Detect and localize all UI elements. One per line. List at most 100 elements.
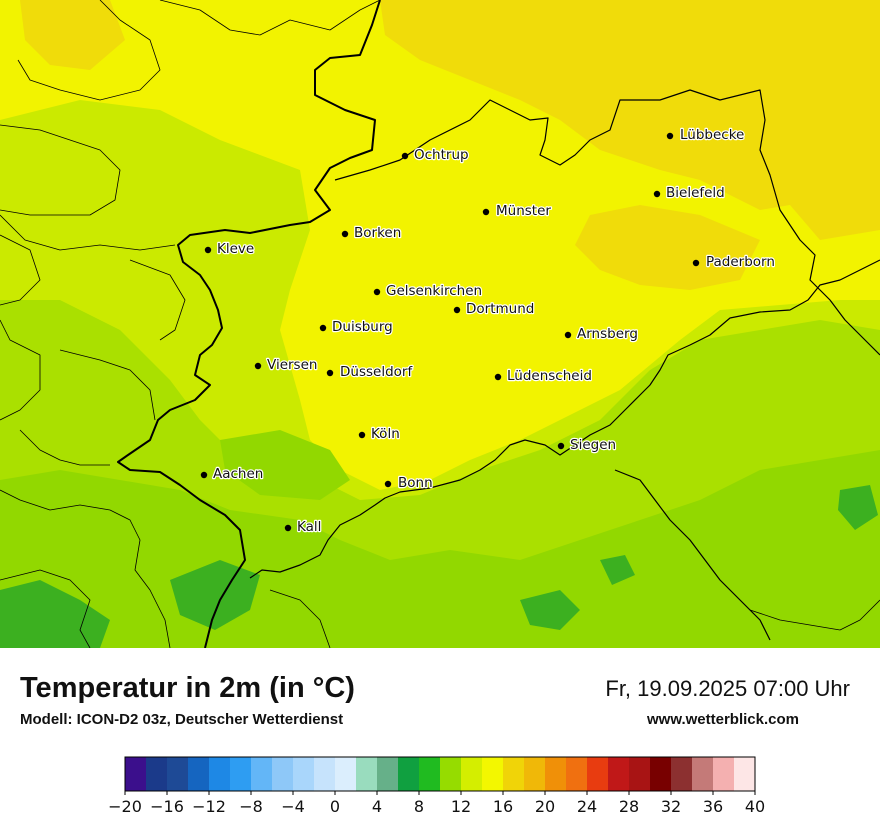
coldest-patch-3 [520, 590, 580, 630]
legend-swatch [650, 757, 672, 791]
legend-tick-label: 20 [535, 797, 555, 816]
city-kall[interactable]: Kall [284, 518, 323, 536]
coldest-patch-2 [170, 560, 260, 630]
city-aachen[interactable]: Aachen [200, 465, 265, 483]
svg-text:Kleve: Kleve [217, 241, 254, 257]
legend-tick-label: 8 [414, 797, 424, 816]
legend-swatch [146, 757, 168, 791]
city-gelsenkirchen[interactable]: Gelsenkirchen [373, 282, 483, 300]
model-source: Modell: ICON-D2 03z, Deutscher Wetterdie… [20, 711, 344, 728]
svg-text:Borken: Borken [354, 225, 401, 241]
district-borders [0, 0, 880, 648]
coldest-patch-5 [600, 555, 635, 585]
svg-text:Bonn: Bonn [398, 475, 433, 491]
city-luebbecke[interactable]: Lübbecke [666, 126, 746, 144]
city-luedenscheid[interactable]: Lüdenscheid [494, 367, 593, 385]
svg-text:Duisburg: Duisburg [332, 319, 393, 335]
warm-zone-northeast [380, 0, 880, 240]
legend-swatch [335, 757, 357, 791]
coldest-patch-1 [0, 580, 110, 648]
city-kleve[interactable]: Kleve [204, 240, 255, 258]
city-duesseldorf[interactable]: Düsseldorf [326, 363, 415, 381]
svg-text:Köln: Köln [371, 426, 400, 442]
legend-swatch [314, 757, 336, 791]
svg-text:Lübbecke: Lübbecke [680, 127, 744, 143]
city-ochtrup[interactable]: Ochtrup [401, 146, 470, 164]
city-paderborn[interactable]: Paderborn [692, 253, 776, 271]
legend-swatch [251, 757, 273, 791]
city-markers: Lübbecke Ochtrup Bielefeld Münster Borke… [200, 126, 776, 536]
svg-text:Arnsberg: Arnsberg [577, 326, 638, 342]
legend-tick-label: −20 [108, 797, 142, 816]
legend-swatch [566, 757, 588, 791]
legend-swatch [188, 757, 210, 791]
cold-zone-eifel [220, 430, 350, 500]
legend-swatch [692, 757, 714, 791]
legend-swatch [524, 757, 546, 791]
svg-text:Münster: Münster [496, 203, 551, 219]
city-muenster[interactable]: Münster [482, 202, 553, 220]
color-legend: −20 −16 −12 −8 −4 0 4 8 12 16 20 24 28 32 36 40 [108, 756, 765, 816]
legend-swatch [545, 757, 567, 791]
city-duisburg[interactable]: Duisburg [319, 318, 394, 336]
legend-tick-label: 0 [330, 797, 340, 816]
city-koeln[interactable]: Köln [358, 425, 401, 443]
svg-text:Kall: Kall [297, 519, 321, 535]
svg-text:Düsseldorf: Düsseldorf [340, 364, 413, 380]
legend-swatch [230, 757, 252, 791]
coldest-patch-4 [838, 485, 878, 530]
legend-swatch [671, 757, 693, 791]
legend-swatch [419, 757, 441, 791]
legend-tick-label: 32 [661, 797, 681, 816]
country-border [117, 0, 381, 648]
legend-tick-label: −12 [192, 797, 226, 816]
legend-tick-label: 40 [745, 797, 765, 816]
temperature-map[interactable]: Lübbecke Ochtrup Bielefeld Münster Borke… [0, 0, 880, 648]
legend-swatch [398, 757, 420, 791]
map-title: Temperatur in 2m (in °C) [20, 672, 355, 704]
legend-frame [124, 756, 756, 792]
svg-text:Ochtrup: Ochtrup [414, 147, 469, 163]
legend-swatch [272, 757, 294, 791]
city-viersen[interactable]: Viersen [254, 356, 319, 374]
legend-tick-label: 24 [577, 797, 597, 816]
legend-swatch [167, 757, 189, 791]
legend-tick-label: 28 [619, 797, 639, 816]
legend-swatch [587, 757, 609, 791]
warm-zone-northwest [20, 0, 125, 70]
svg-text:Bielefeld: Bielefeld [666, 185, 725, 201]
city-arnsberg[interactable]: Arnsberg [564, 325, 639, 343]
legend-swatch [293, 757, 315, 791]
city-borken[interactable]: Borken [341, 224, 402, 242]
legend-tick-label: −4 [281, 797, 305, 816]
legend-swatch [125, 757, 147, 791]
legend-swatch [482, 757, 504, 791]
svg-text:Aachen: Aachen [213, 466, 263, 482]
legend-swatch [209, 757, 231, 791]
city-bonn[interactable]: Bonn [384, 474, 434, 492]
svg-text:Lüdenscheid: Lüdenscheid [507, 368, 592, 384]
warm-zone-paderborn [575, 205, 760, 290]
legend-ticks: −20 −16 −12 −8 −4 0 4 8 12 16 20 24 28 32 36 40 [108, 791, 765, 816]
legend-swatch [734, 757, 756, 791]
legend-swatches [125, 757, 756, 791]
legend-swatch [377, 757, 399, 791]
city-siegen[interactable]: Siegen [557, 436, 617, 454]
city-dortmund[interactable]: Dortmund [453, 300, 536, 318]
legend-swatch [629, 757, 651, 791]
svg-text:Siegen: Siegen [570, 437, 616, 453]
legend-swatch [461, 757, 483, 791]
legend-swatch [356, 757, 378, 791]
legend-tick-label: 4 [372, 797, 382, 816]
svg-text:Viersen: Viersen [267, 357, 317, 373]
legend-swatch [440, 757, 462, 791]
forecast-datetime: Fr, 19.09.2025 07:00 Uhr [605, 676, 850, 701]
legend-tick-label: −16 [150, 797, 184, 816]
website-link[interactable]: www.wetterblick.com [647, 711, 799, 728]
legend-tick-label: 16 [493, 797, 513, 816]
city-bielefeld[interactable]: Bielefeld [653, 184, 726, 202]
legend-swatch [503, 757, 525, 791]
legend-swatch [713, 757, 735, 791]
svg-text:Dortmund: Dortmund [466, 301, 534, 317]
legend-tick-label: −8 [239, 797, 263, 816]
